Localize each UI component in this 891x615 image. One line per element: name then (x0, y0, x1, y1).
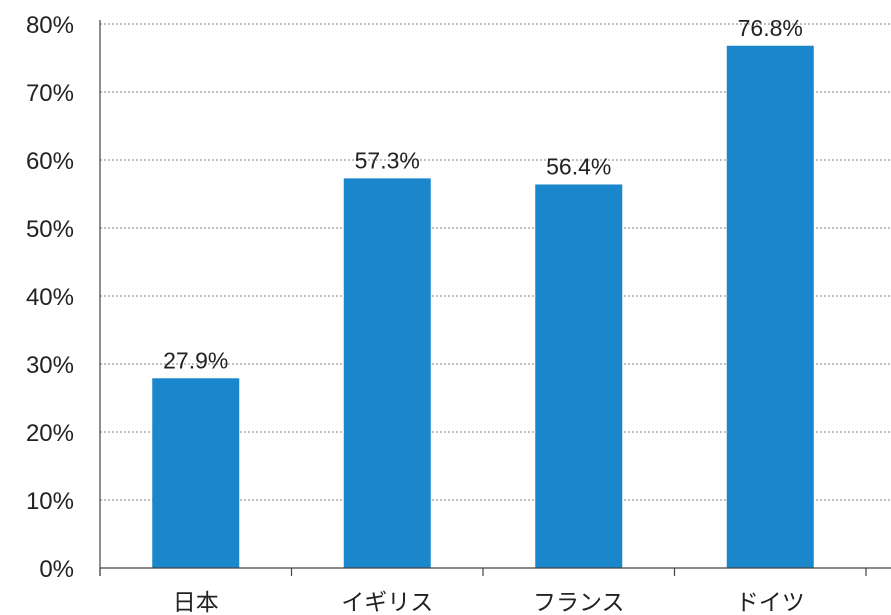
bar (535, 184, 623, 569)
x-category-label: イギリス (341, 590, 433, 615)
data-label: 57.3% (355, 147, 420, 173)
data-label: 56.4% (546, 153, 611, 179)
y-tick-label: 40% (26, 284, 74, 311)
label-layer: 0% 10% 20% 30% 40% 50% 60% 70% 80% 27.9% 日本 57.3% イギ… (26, 12, 805, 615)
x-category-label: フランス (533, 590, 625, 615)
data-label: 76.8% (738, 15, 803, 41)
y-tick-label: 20% (26, 420, 74, 447)
y-tick-label: 10% (26, 488, 74, 515)
data-label: 27.9% (163, 347, 228, 373)
y-tick-label: 50% (26, 216, 74, 243)
y-tick-label: 0% (39, 556, 74, 583)
bar-layer (152, 45, 814, 569)
x-category-label: 日本 (173, 590, 219, 615)
x-category-label: ドイツ (736, 590, 805, 615)
bar (343, 178, 431, 569)
bar (726, 45, 814, 568)
bar (152, 378, 240, 568)
y-tick-label: 80% (26, 12, 74, 39)
y-tick-label: 60% (26, 148, 74, 175)
y-tick-label: 70% (26, 80, 74, 107)
axis-layer (99, 20, 891, 576)
y-tick-label: 30% (26, 352, 74, 379)
